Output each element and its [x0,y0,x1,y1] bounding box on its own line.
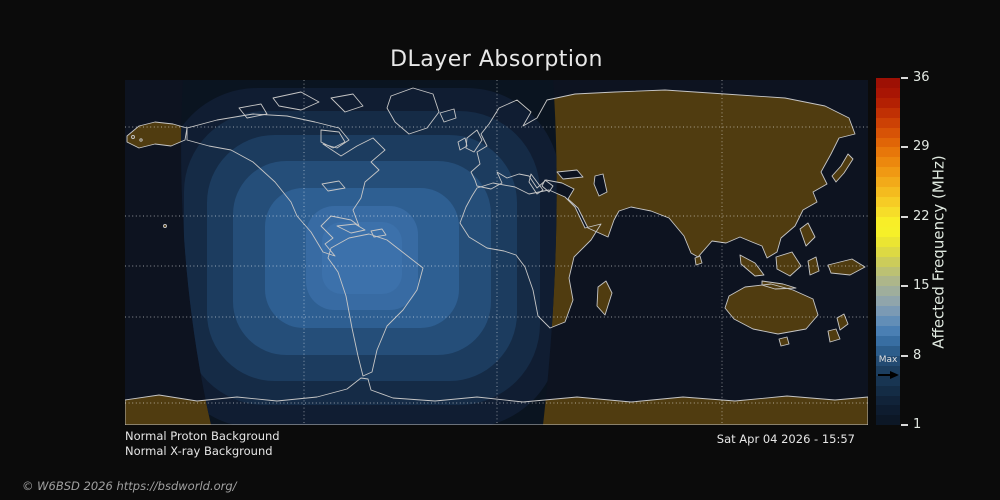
colorbar-segment [876,197,900,207]
colorbar-segment [876,78,900,88]
colorbar-segment [876,147,900,158]
status-lines: Normal Proton Background Normal X-ray Ba… [125,429,280,459]
colorbar-segment [876,296,900,307]
colorbar-segment [876,365,900,376]
colorbar [876,78,900,426]
colorbar-axis-label: Affected Frequency (MHz) [929,155,948,349]
colorbar-segment [876,405,900,416]
proton-status: Normal Proton Background [125,429,280,443]
colorbar-segment [876,206,900,217]
page-title: DLayer Absorption [390,47,603,72]
colorbar-segment [876,266,900,277]
colorbar-segment [876,335,900,346]
colorbar-segment [876,246,900,257]
colorbar-segment [876,117,900,128]
colorbar-segment [876,306,900,317]
colorbar-segment [876,87,900,98]
max-marker-label: Max [878,355,898,366]
colorbar-max-marker: Max [876,355,900,384]
colorbar-segment [876,137,900,148]
coastlines [125,87,868,425]
graticule [125,80,868,425]
absorption-overlay [181,80,557,425]
colorbar-segment [876,375,900,386]
colorbar-segment [876,385,900,396]
colorbar-segment [876,216,900,227]
colorbar-segment [876,345,900,356]
world-map [125,80,868,425]
colorbar-segment [876,355,900,366]
xray-status: Normal X-ray Background [125,444,273,458]
colorbar-segment [876,256,900,267]
colorbar-segment [876,326,900,336]
colorbar-segment [876,286,900,297]
colorbar-segment [876,177,900,188]
colorbar-segment [876,97,900,108]
colorbar-ticks: 36 29 22 15 8 1 [901,71,941,431]
colorbar-segment [876,276,900,287]
colorbar-segment [876,127,900,138]
colorbar-segment [876,236,900,247]
colorbar-segment [876,226,900,237]
colorbar-segment [876,157,900,168]
colorbar-segment [876,107,900,118]
copyright: © W6BSD 2026 https://bsdworld.org/ [22,479,237,493]
colorbar-segment [876,316,900,327]
colorbar-segment [876,167,900,178]
colorbar-segment [876,187,900,198]
max-marker-arrow-icon [878,371,899,380]
colorbar-segment [876,395,900,406]
timestamp: Sat Apr 04 2026 - 15:57 [716,432,855,446]
colorbar-segment [876,415,900,426]
